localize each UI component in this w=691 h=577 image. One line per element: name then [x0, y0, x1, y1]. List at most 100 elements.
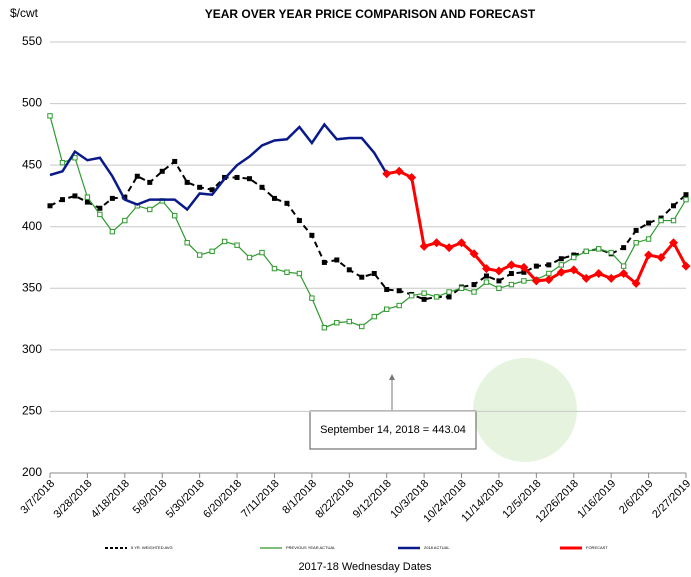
- series-marker: [433, 294, 440, 300]
- series-marker: [84, 194, 91, 200]
- series-marker: [59, 159, 66, 166]
- series-marker: [556, 267, 566, 277]
- y-tick-label: 350: [22, 280, 42, 294]
- series-marker: [259, 249, 265, 256]
- series-marker: [620, 263, 627, 269]
- annotation-box: [309, 410, 477, 450]
- series-marker: [444, 243, 454, 253]
- annotation: September 14, 2018 = 443.04: [320, 424, 466, 436]
- series-marker: [432, 238, 442, 248]
- series-marker: [483, 273, 489, 279]
- series-marker: [396, 288, 402, 294]
- series-marker: [569, 265, 579, 275]
- series-marker: [469, 249, 479, 259]
- series-marker: [122, 217, 128, 224]
- series-marker: [97, 205, 103, 211]
- y-tick-label: 450: [22, 157, 42, 171]
- series-marker: [583, 248, 589, 255]
- series-marker: [246, 254, 253, 261]
- series-marker: [284, 200, 290, 206]
- series-marker: [533, 263, 539, 269]
- series-marker: [671, 203, 677, 209]
- series-marker: [669, 238, 679, 248]
- series-marker: [234, 174, 240, 180]
- series-marker: [681, 261, 691, 271]
- series-marker: [197, 184, 203, 190]
- x-tick-label: 4/18/2018: [89, 478, 132, 521]
- chart-title: YEAR OVER YEAR PRICE COMPARISON AND FORE…: [205, 7, 536, 21]
- series-marker: [147, 179, 153, 185]
- x-tick-label: 2/27/2019: [650, 478, 691, 521]
- series-marker: [384, 287, 390, 293]
- series-marker: [134, 173, 140, 179]
- series-marker: [645, 236, 652, 242]
- series-marker: [633, 240, 639, 246]
- series-marker: [408, 292, 415, 299]
- series-marker: [496, 285, 502, 291]
- series-marker: [382, 169, 392, 179]
- series-marker: [683, 196, 689, 203]
- series-line: [49, 159, 687, 301]
- series-marker: [371, 313, 377, 320]
- legend-label: 5 YR. WEIGHTED AVG: [131, 545, 173, 550]
- series-marker: [109, 195, 115, 201]
- legend-label: PREVIOUS YEAR ACTUAL: [286, 545, 336, 550]
- series-marker: [321, 259, 327, 265]
- series-marker: [259, 184, 265, 190]
- series-line: [49, 115, 687, 329]
- series-marker: [421, 296, 427, 302]
- series-marker: [581, 273, 591, 283]
- series-marker: [209, 248, 215, 255]
- series-marker: [407, 172, 417, 182]
- x-tick-label: 9/12/2018: [351, 478, 394, 521]
- series-marker: [72, 155, 78, 161]
- legend-label: FORECAST: [586, 545, 608, 550]
- y-tick-label: 200: [22, 465, 42, 479]
- series-marker: [97, 211, 103, 218]
- series-marker: [558, 262, 564, 268]
- series-marker: [544, 275, 554, 285]
- watermark-logo: [473, 358, 577, 462]
- x-tick-label: 3/7/2018: [18, 478, 57, 517]
- series-marker: [521, 278, 527, 284]
- series-marker: [394, 166, 404, 176]
- series-marker: [419, 241, 429, 251]
- series-marker: [334, 257, 340, 263]
- series-marker: [371, 271, 377, 277]
- series-marker: [458, 285, 465, 291]
- series-marker: [471, 289, 477, 295]
- x-axis-label: 2017-18 Wednesday Dates: [298, 561, 432, 573]
- series-marker: [446, 294, 452, 300]
- series-marker: [72, 193, 78, 199]
- series-marker: [346, 267, 352, 273]
- series-marker: [644, 250, 654, 260]
- y-tick-label: 400: [22, 219, 42, 233]
- series-marker: [59, 197, 65, 203]
- series-marker: [309, 295, 315, 301]
- series-marker: [384, 306, 390, 312]
- y-tick-label: 550: [22, 34, 42, 48]
- x-tick-label: 5/30/2018: [164, 478, 207, 521]
- x-tick-label: 3/28/2018: [51, 478, 94, 521]
- series-marker: [359, 323, 365, 330]
- series-marker: [619, 269, 629, 279]
- series-marker: [471, 282, 477, 288]
- series-marker: [633, 227, 639, 233]
- series-marker: [184, 240, 190, 246]
- series-marker: [396, 302, 402, 309]
- series-marker: [558, 256, 564, 262]
- x-tick-label: 5/9/2018: [131, 478, 170, 517]
- series-marker: [457, 238, 467, 248]
- series-marker: [683, 192, 689, 198]
- series-marker: [271, 195, 277, 201]
- series-marker: [172, 212, 178, 219]
- series-marker: [196, 252, 203, 258]
- series-marker: [546, 262, 552, 268]
- series-marker: [184, 179, 190, 185]
- series-marker: [631, 278, 641, 288]
- y-tick-label: 500: [22, 96, 42, 110]
- series-marker: [47, 113, 53, 119]
- series-marker: [172, 158, 178, 164]
